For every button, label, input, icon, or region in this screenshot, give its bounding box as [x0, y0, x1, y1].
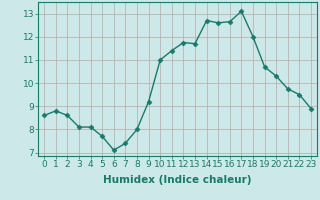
X-axis label: Humidex (Indice chaleur): Humidex (Indice chaleur): [103, 175, 252, 185]
